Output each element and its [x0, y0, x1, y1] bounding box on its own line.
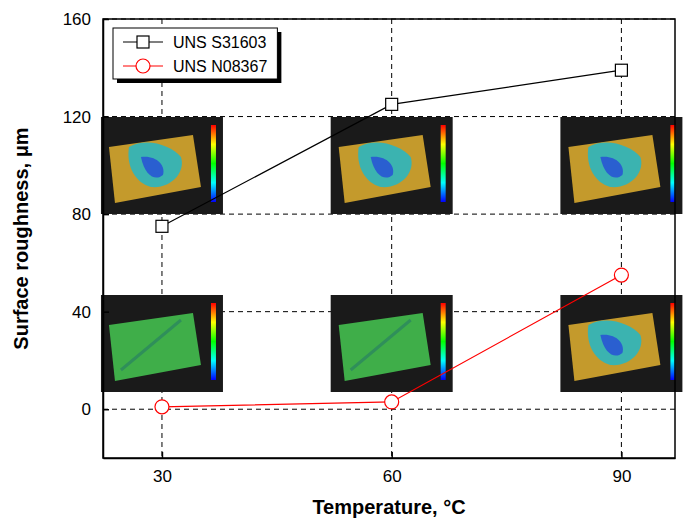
inset-feature — [600, 335, 623, 356]
series-marker — [614, 268, 628, 282]
inset-background — [331, 295, 453, 392]
y-axis: 0 40 80 120 160 — [63, 10, 109, 459]
inset-feature — [371, 157, 394, 178]
legend-marker — [136, 59, 150, 73]
inset-image — [560, 295, 682, 392]
series-marker — [385, 395, 399, 409]
inset-surface — [339, 313, 431, 381]
inset-colorbar — [441, 125, 446, 202]
x-tick: 30 — [153, 452, 172, 486]
inset-background — [560, 295, 682, 392]
inset-background — [560, 117, 682, 214]
inset-surface — [109, 313, 201, 381]
inset-image — [331, 295, 453, 392]
y-tick-mark — [103, 409, 109, 411]
x-tick-label: 60 — [383, 467, 402, 486]
x-tick-mark — [391, 452, 393, 458]
x-tick-label: 30 — [153, 467, 172, 486]
inset-image — [331, 117, 453, 214]
legend-label: UNS N08367 — [173, 58, 267, 75]
inset-colorbar — [211, 125, 216, 202]
inset-image — [101, 295, 223, 392]
y-tick-label: 40 — [72, 303, 91, 322]
inset-feature — [588, 320, 642, 365]
inset-feature — [600, 157, 623, 178]
x-tick: 90 — [612, 452, 631, 486]
y-tick: 0 — [82, 400, 109, 419]
series-marker — [386, 98, 398, 110]
x-tick-label: 90 — [612, 467, 631, 486]
inset-background — [331, 117, 453, 214]
y-tick: 160 — [63, 10, 109, 29]
inset-feature — [588, 142, 642, 187]
grid-line-y — [103, 116, 675, 117]
x-tick-mark — [621, 452, 623, 458]
y-tick-label: 0 — [82, 400, 91, 419]
chart: 30 60 90 0 40 80 120 160 UNS S31603 UNS N08367 Tem… — [0, 0, 687, 526]
inset-feature — [358, 142, 412, 187]
grid-line-x — [621, 19, 622, 458]
plot-area: 30 60 90 0 40 80 120 160 UNS S31603 UNS N08367 — [63, 10, 683, 486]
series-line — [162, 70, 621, 226]
inset-image — [101, 117, 223, 214]
inset-background — [101, 295, 223, 392]
y-tick-label: 80 — [72, 205, 91, 224]
grid — [103, 19, 675, 458]
legend-item: UNS S31603 — [123, 34, 266, 51]
grid-line-x — [391, 19, 392, 458]
legend: UNS S31603 UNS N08367 — [113, 28, 281, 83]
inset-background — [101, 117, 223, 214]
legend-label: UNS S31603 — [173, 34, 266, 51]
inset-feature — [141, 157, 164, 178]
inset-surface — [339, 135, 431, 203]
x-tick: 60 — [383, 452, 402, 486]
y-tick-label: 160 — [63, 10, 91, 29]
legend-box — [113, 28, 277, 79]
inset-feature — [351, 320, 411, 370]
legend-marker — [137, 36, 149, 48]
series-marker — [615, 64, 627, 76]
plot-frame — [103, 19, 675, 458]
inset-image — [560, 117, 682, 214]
inset-surface — [568, 313, 660, 381]
inset-surface — [568, 135, 660, 203]
insets — [101, 117, 682, 392]
y-tick-label: 120 — [63, 107, 91, 126]
y-tick-mark — [103, 214, 109, 216]
y-tick-mark — [103, 116, 109, 118]
y-tick: 120 — [63, 107, 109, 126]
inset-colorbar — [211, 303, 216, 380]
y-tick-mark — [103, 311, 109, 313]
x-axis-title: Temperature, °C — [312, 496, 465, 518]
data-layer — [155, 64, 628, 414]
x-tick-mark — [162, 452, 164, 458]
series-line — [162, 275, 621, 407]
inset-colorbar — [441, 303, 446, 380]
x-axis: 30 60 90 — [104, 452, 676, 486]
grid-line-x — [161, 19, 162, 458]
series-marker — [156, 220, 168, 232]
series-marker — [155, 400, 169, 414]
inset-feature — [121, 320, 181, 370]
legend-item: UNS N08367 — [123, 58, 267, 75]
inset-surface — [109, 135, 201, 203]
y-axis-title: Surface roughness, μm — [10, 127, 32, 349]
inset-feature — [128, 142, 182, 187]
